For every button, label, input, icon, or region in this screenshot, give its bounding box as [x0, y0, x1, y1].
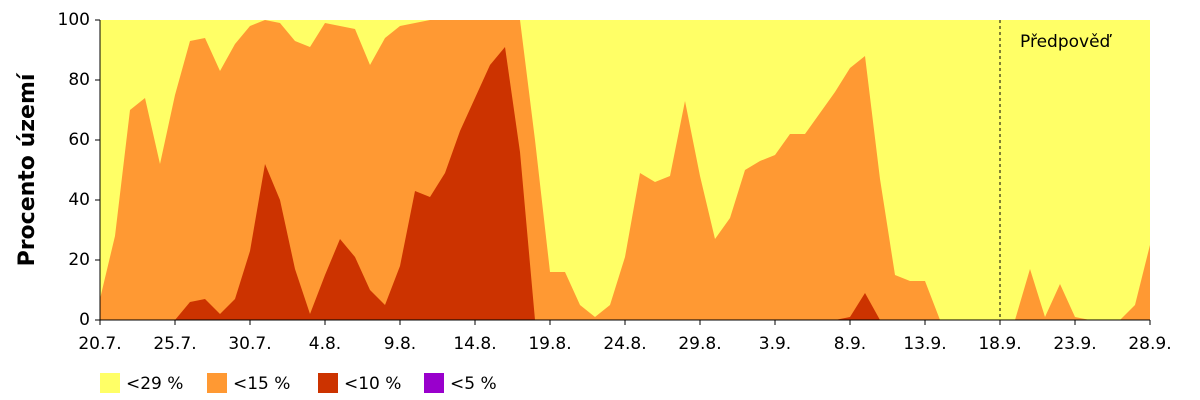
y-tick-label: 20 [68, 250, 90, 270]
x-tick-label: 23.9. [1053, 334, 1096, 354]
x-tick-label: 14.8. [453, 334, 496, 354]
x-tick-label: 8.9. [834, 334, 866, 354]
legend-swatch [318, 373, 338, 393]
x-tick-label: 4.8. [309, 334, 341, 354]
x-tick-label: 28.9. [1128, 334, 1171, 354]
x-tick-label: 3.9. [759, 334, 791, 354]
legend-label: <10 % [344, 374, 401, 394]
x-tick-label: 19.8. [528, 334, 571, 354]
x-tick-label: 9.8. [384, 334, 416, 354]
x-tick-label: 24.8. [603, 334, 646, 354]
x-tick-label: 20.7. [78, 334, 121, 354]
y-tick-label: 40 [68, 190, 90, 210]
legend-swatch [424, 373, 444, 393]
x-tick-label: 18.9. [978, 334, 1021, 354]
y-tick-label: 100 [58, 10, 90, 30]
legend-label: <5 % [450, 374, 497, 394]
legend-label: <29 % [126, 374, 183, 394]
legend-swatch [100, 373, 120, 393]
legend-swatch [207, 373, 227, 393]
x-tick-label: 30.7. [228, 334, 271, 354]
y-tick-label: 80 [68, 70, 90, 90]
x-tick-label: 29.8. [678, 334, 721, 354]
area [100, 20, 1150, 320]
legend-label: <15 % [233, 374, 290, 394]
forecast-label: Předpověď [1020, 32, 1113, 52]
x-tick-label: 25.7. [153, 334, 196, 354]
x-tick-label: 13.9. [903, 334, 946, 354]
y-axis-label: Procento území [15, 72, 40, 266]
y-tick-label: 0 [79, 310, 90, 330]
y-tick-label: 60 [68, 130, 90, 150]
